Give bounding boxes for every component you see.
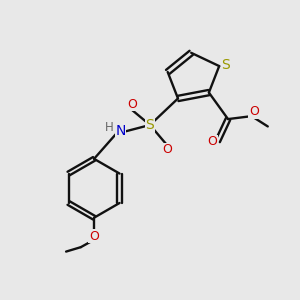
Text: O: O — [127, 98, 137, 111]
Text: N: N — [116, 124, 126, 138]
Text: O: O — [162, 143, 172, 157]
Text: S: S — [146, 118, 154, 132]
Text: O: O — [89, 230, 99, 243]
Text: O: O — [208, 135, 218, 148]
Text: S: S — [221, 58, 230, 72]
Text: O: O — [249, 105, 259, 118]
Text: H: H — [104, 121, 113, 134]
